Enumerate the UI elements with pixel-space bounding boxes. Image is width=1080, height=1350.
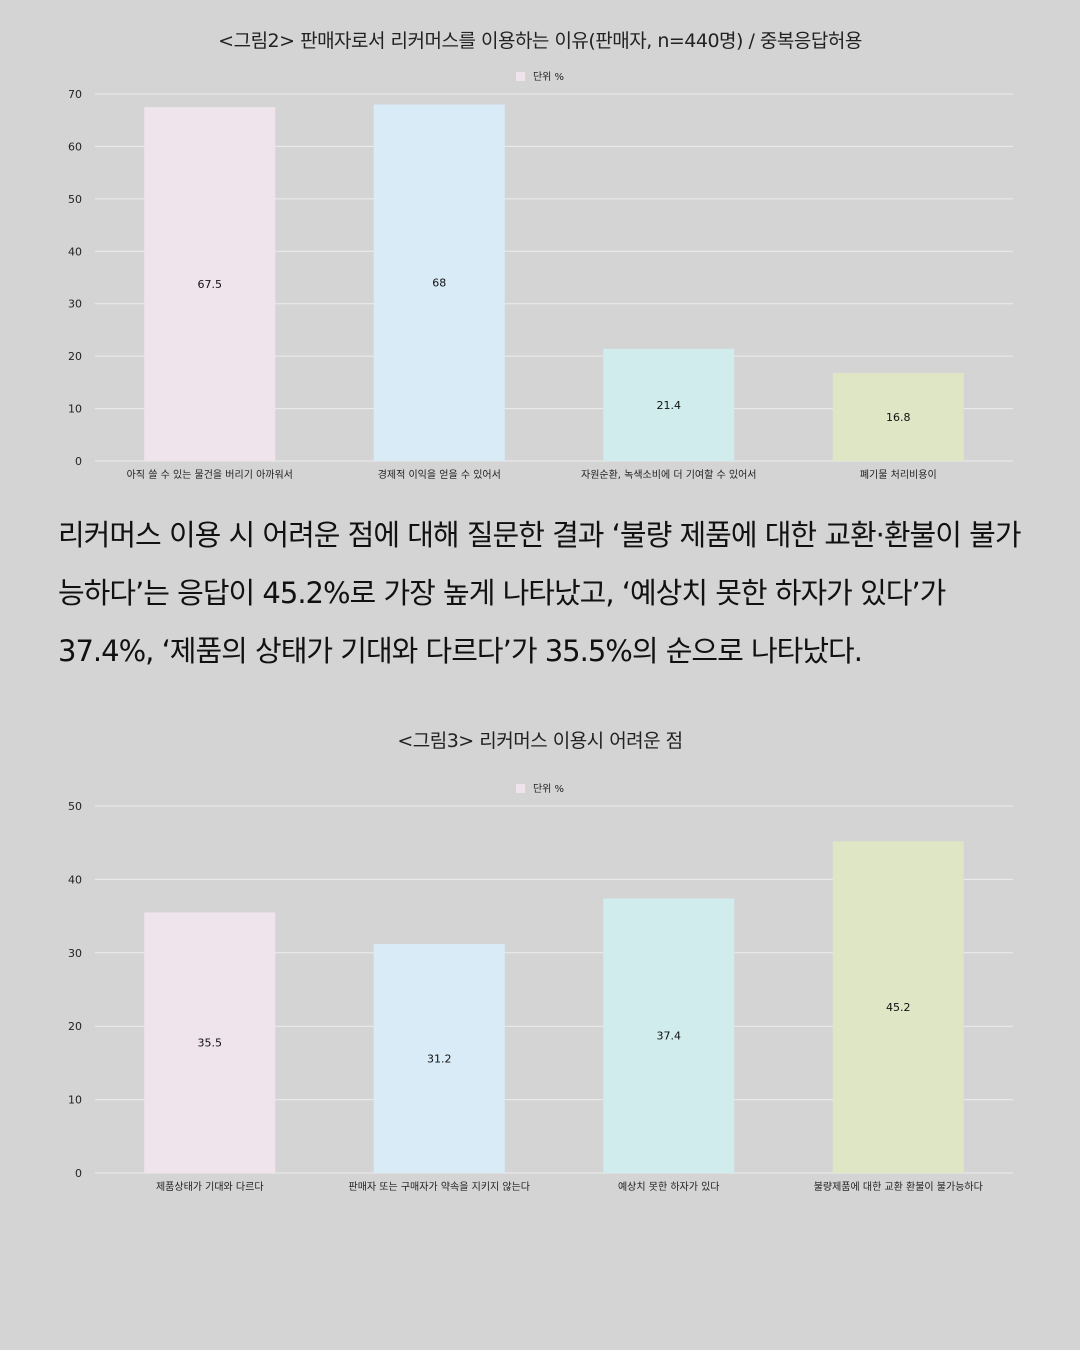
chart-2-bar: [603, 898, 735, 1173]
chart-2-xtick-label: 판매자 또는 구매자가 약속을 지키지 않는다: [349, 1181, 531, 1193]
chart-1-ytick-label: 30: [68, 298, 82, 311]
chart-2-bar: [373, 943, 505, 1173]
chart-2-data-label: 37.4: [657, 1030, 682, 1043]
chart-1-ytick-label: 50: [68, 193, 82, 206]
chart-1-data-label: 68: [432, 277, 446, 290]
chart-2-xtick-label: 불량제품에 대한 교환 환불이 불가능하다: [814, 1180, 983, 1193]
chart-1-ytick-label: 70: [68, 88, 82, 101]
chart-1-bar: [603, 348, 735, 461]
chart-2-data-label: 35.5: [198, 1037, 223, 1050]
chart-2-bar: [144, 912, 276, 1173]
chart-1-ytick-label: 0: [75, 455, 82, 468]
chart-1-xtick-label: 아직 쓸 수 있는 물건을 버리기 아까워서: [127, 468, 293, 481]
chart-2-data-label: 31.2: [427, 1052, 452, 1065]
chart-2-xtick-label: 제품상태가 기대와 다르다: [156, 1181, 264, 1193]
chart-1-ytick-label: 60: [68, 140, 82, 153]
chart-2-legend-label: 단위 %: [532, 784, 565, 795]
chart-2: 0 10 20 30 40 50 35.5 제품상태가 기대와 다르다 31.2 판매자 또는 구…: [68, 800, 1013, 1193]
chart-1-legend-label: 단위 %: [532, 72, 565, 83]
chart-1-legend: 단위 %: [0, 68, 1080, 83]
chart-1-ytick-label: 10: [68, 403, 82, 416]
chart-2-title: <그림3> 리커머스 이용시 어려운 점: [397, 730, 683, 752]
chart-1-bar: [832, 372, 964, 461]
chart-1-bar: [144, 107, 276, 461]
summary-paragraph: 리커머스 이용 시 어려운 점에 대해 질문한 결과 ‘불량 제품에 대한 교환…: [58, 518, 1022, 668]
chart-1: 0 10 20 30 40 50 60 70 67.5 아직 쓸 수 있는 물건을 버리기 아까워…: [68, 88, 1013, 481]
chart-2-ytick-label: 20: [68, 1020, 82, 1033]
chart-1-xtick-label: 자원순환, 녹색소비에 더 기여할 수 있어서: [581, 469, 756, 481]
chart-1-xtick-label: 경제적 이익을 얻을 수 있어서: [378, 468, 501, 481]
chart-1-xtick-label: 폐기물 처리비용이: [860, 469, 937, 481]
chart-1-data-label: 16.8: [886, 411, 911, 424]
chart-1-bar: [373, 104, 505, 461]
chart-2-xtick-label: 예상치 못한 하자가 있다: [618, 1180, 720, 1193]
chart-1-ytick-label: 40: [68, 245, 82, 258]
chart-2-ytick-label: 10: [68, 1094, 82, 1107]
chart-2-legend: 단위 %: [0, 780, 1080, 795]
chart-1-data-label: 67.5: [198, 278, 223, 291]
chart-1-title: <그림2> 판매자로서 리커머스를 이용하는 이유(판매자, n=440명) /…: [218, 30, 862, 52]
legend-swatch: [515, 72, 525, 81]
chart-2-ytick-label: 0: [75, 1167, 82, 1180]
chart-2-bar: [832, 841, 964, 1173]
chart-1-data-label: 21.4: [657, 399, 682, 412]
legend-swatch: [515, 784, 525, 793]
chart-2-ytick-label: 40: [68, 873, 82, 886]
chart-2-ytick-label: 30: [68, 947, 82, 960]
chart-2-ytick-label: 50: [68, 800, 82, 813]
chart-1-ytick-label: 20: [68, 350, 82, 363]
chart-2-data-label: 45.2: [886, 1001, 911, 1014]
